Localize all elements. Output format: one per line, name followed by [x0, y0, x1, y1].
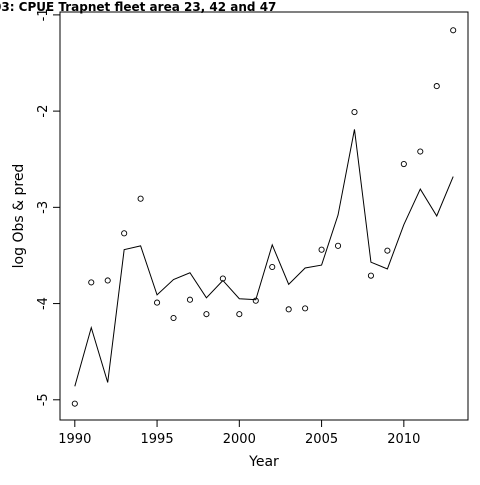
- series-layer: [71, 27, 457, 407]
- observed-point: [88, 279, 95, 286]
- plot-frame: [59, 11, 469, 421]
- observed-point: [269, 263, 276, 271]
- predicted-line: [74, 129, 454, 387]
- observed-point: [367, 272, 374, 279]
- observed-point: [334, 242, 342, 249]
- chart-title: 03: CPUE Trapnet fleet area 23, 42 and 4…: [0, 0, 276, 14]
- observed-point: [351, 109, 358, 116]
- observed-point: [285, 306, 292, 313]
- observed-point: [236, 311, 243, 318]
- y-tick-label: -5: [36, 393, 51, 406]
- observed-point: [170, 314, 177, 322]
- observed-point: [71, 400, 78, 407]
- y-tick-label: -2: [36, 105, 51, 118]
- observed-point: [137, 195, 144, 202]
- observed-point: [417, 148, 424, 155]
- observed-point: [154, 299, 161, 306]
- observed-point: [203, 311, 210, 318]
- observed-point: [302, 305, 309, 312]
- x-tick-label: 1995: [141, 432, 174, 447]
- x-tick-label: 2000: [223, 432, 256, 447]
- x-axis-label: Year: [248, 454, 279, 470]
- observed-point: [318, 246, 325, 253]
- observed-point: [384, 247, 391, 254]
- observed-point: [433, 83, 440, 90]
- y-axis: -5 -4 -3 -2 -1: [36, 8, 60, 406]
- observed-point: [450, 27, 457, 34]
- observed-point: [186, 296, 194, 303]
- y-tick-label: -3: [36, 201, 51, 214]
- y-tick-label: -4: [36, 297, 51, 310]
- x-tick-label: 2010: [387, 432, 420, 447]
- observed-point: [121, 230, 128, 237]
- y-tick-label: -1: [36, 8, 51, 21]
- x-tick-label: 1990: [58, 432, 91, 447]
- observed-point: [400, 160, 407, 168]
- observed-point: [104, 277, 111, 284]
- y-axis-label: log Obs & pred: [11, 164, 27, 269]
- x-axis: 1990 1995 2000 2005 2010: [58, 420, 420, 447]
- x-tick-label: 2005: [305, 432, 338, 447]
